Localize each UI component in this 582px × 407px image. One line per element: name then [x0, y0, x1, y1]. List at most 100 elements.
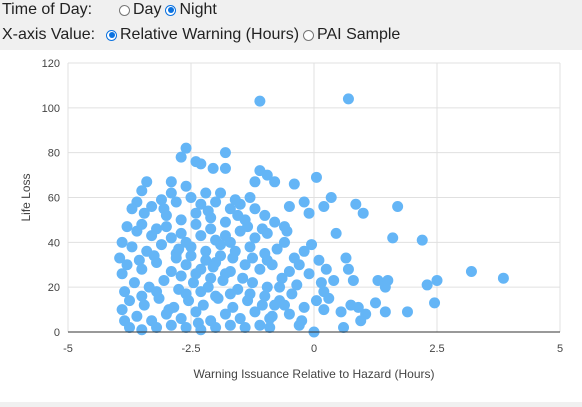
data-point: [200, 254, 212, 266]
x-axis-title: Warning Issuance Relative to Hazard (Hou…: [194, 367, 435, 381]
data-point: [372, 274, 384, 286]
pai-sample-label[interactable]: PAI Sample: [317, 26, 401, 43]
y-tick-label: 20: [48, 282, 60, 294]
data-point: [278, 299, 290, 311]
data-point: [180, 259, 192, 271]
data-point: [347, 274, 359, 286]
data-point: [148, 250, 160, 262]
data-point: [318, 200, 330, 212]
data-point: [190, 268, 202, 280]
time-of-day-night-option[interactable]: Night: [165, 1, 217, 19]
data-point: [254, 263, 266, 275]
data-point: [141, 176, 153, 188]
data-point: [131, 310, 143, 322]
data-point: [126, 203, 138, 215]
relative-warning-label[interactable]: Relative Warning (Hours): [120, 26, 300, 43]
data-point: [244, 241, 256, 253]
data-point: [269, 176, 281, 188]
data-point: [219, 216, 231, 228]
data-point: [244, 192, 256, 203]
data-point: [232, 209, 244, 221]
data-point: [158, 274, 170, 286]
data-point: [138, 299, 150, 311]
data-point: [286, 288, 298, 300]
day-label[interactable]: Day: [133, 1, 162, 18]
data-point: [249, 306, 261, 318]
data-point: [138, 207, 150, 219]
data-point: [247, 277, 258, 289]
data-point: [237, 272, 249, 284]
data-point: [293, 259, 305, 271]
x-tick-label: 5: [557, 343, 563, 355]
data-point: [227, 301, 239, 313]
data-point: [163, 304, 175, 316]
data-point: [357, 207, 369, 219]
y-tick-label: 100: [42, 103, 60, 115]
data-point: [350, 198, 362, 210]
data-point: [185, 192, 197, 203]
y-axis-title: Life Loss: [19, 173, 33, 221]
data-point: [227, 252, 239, 264]
data-point: [352, 301, 364, 313]
data-point: [195, 286, 207, 298]
data-point: [219, 308, 231, 320]
data-point: [224, 319, 236, 331]
data-point: [215, 187, 227, 199]
y-tick-label: 80: [48, 148, 60, 160]
data-point: [133, 254, 145, 266]
data-points: [114, 93, 509, 338]
data-point: [187, 277, 199, 289]
data-point: [128, 277, 140, 289]
data-point: [170, 252, 182, 264]
data-point: [247, 252, 258, 264]
data-point: [155, 239, 167, 251]
data-point: [200, 245, 212, 257]
day-radio[interactable]: [119, 4, 130, 16]
y-tick-label: 40: [48, 237, 60, 249]
data-point: [155, 194, 167, 206]
night-label[interactable]: Night: [179, 1, 217, 18]
y-tick-label: 0: [54, 327, 60, 339]
data-point: [401, 306, 413, 318]
data-point: [175, 227, 187, 239]
data-point: [224, 288, 236, 300]
data-point: [146, 200, 158, 212]
data-point: [124, 322, 135, 334]
data-point: [136, 290, 148, 302]
data-point: [278, 236, 290, 248]
x-axis-pai-sample-option[interactable]: PAI Sample: [303, 26, 400, 44]
relative-warning-radio[interactable]: [106, 29, 117, 41]
data-point: [249, 232, 261, 244]
data-point: [151, 223, 163, 235]
data-point: [180, 236, 192, 248]
data-point: [266, 310, 278, 322]
time-of-day-day-option[interactable]: Day: [119, 1, 161, 19]
data-point: [175, 313, 187, 325]
data-point: [219, 162, 231, 174]
data-point: [160, 221, 172, 233]
y-tick-label: 60: [48, 193, 60, 205]
data-point: [421, 279, 433, 291]
data-point: [215, 250, 227, 262]
time-of-day-row: Time of Day: Day Night: [2, 0, 221, 21]
data-point: [195, 158, 207, 170]
data-point: [318, 304, 330, 316]
data-point: [325, 192, 337, 203]
data-point: [229, 194, 241, 206]
data-point: [261, 281, 273, 293]
data-point: [210, 234, 222, 246]
data-point: [234, 313, 246, 325]
data-point: [296, 315, 308, 327]
data-point: [165, 187, 177, 199]
night-radio[interactable]: [165, 4, 177, 16]
data-point: [190, 218, 202, 230]
data-point: [151, 286, 163, 298]
data-point: [224, 203, 236, 215]
x-axis-relative-warning-option[interactable]: Relative Warning (Hours): [106, 26, 299, 44]
data-point: [175, 151, 187, 163]
data-point: [323, 292, 335, 304]
pai-sample-radio[interactable]: [303, 29, 315, 41]
data-point: [291, 279, 303, 291]
data-point: [465, 265, 477, 277]
data-point: [224, 236, 236, 248]
